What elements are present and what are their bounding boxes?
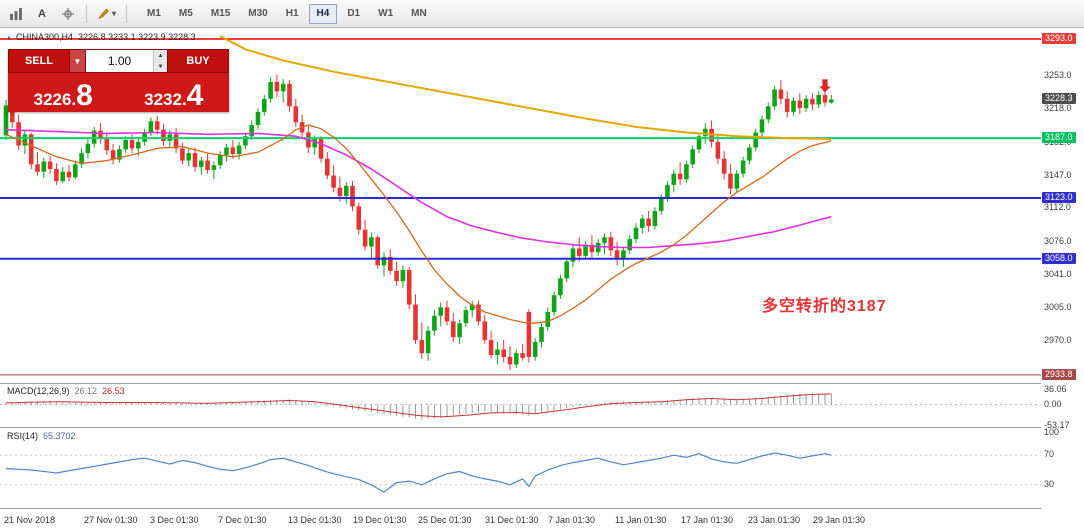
time-tick-7 Jan 01:30: 7 Jan 01:30: [548, 515, 596, 525]
timeframe-D1[interactable]: D1: [339, 4, 368, 24]
timeframe-M30[interactable]: M30: [240, 4, 275, 24]
time-tick-19 Dec 01:30: 19 Dec 01:30: [353, 515, 407, 525]
time-tick-31 Dec 01:30: 31 Dec 01:30: [485, 515, 539, 525]
chart-type-icon[interactable]: [4, 3, 28, 25]
time-axis[interactable]: 21 Nov 2018 27 Nov 01:30 3 Dec 01:30 7 Dec …: [0, 509, 1041, 530]
time-tick-29 Jan 01:30: 29 Jan 01:30: [813, 515, 866, 525]
timeframe-group: M1 M5 M15 M30 H1 H4 D1 W1 MN: [138, 3, 436, 24]
candles: [3, 74, 834, 370]
price-tick-3112.0: 3112.0: [1044, 202, 1071, 213]
rsi-axis-70: 70: [1044, 449, 1055, 460]
volume-decrease-button[interactable]: ▼: [154, 61, 167, 72]
chart-window: ▴ CHINA300,H4 3226.8 3233.1 3223.9 3228.…: [0, 28, 1084, 530]
rsi-name: RSI(14): [7, 431, 39, 441]
toolbar: A ▾ M1 M5 M15 M30 H1 H4 D1 W1 MN: [0, 0, 1084, 28]
trade-controls-row: SELL ▼ 1.00 ▲ ▼ BUY: [8, 49, 229, 73]
chevron-down-icon: ▼: [73, 56, 82, 66]
volume-value: 1.00: [107, 54, 132, 68]
timeframe-M1[interactable]: M1: [139, 4, 169, 24]
price-tick-3187.0: 3187.0: [1042, 132, 1076, 144]
time-tick-17 Jan 01:30: 17 Jan 01:30: [681, 515, 734, 525]
time-tick-7 Dec 01:30: 7 Dec 01:30: [218, 515, 267, 525]
rsi-axis-30: 30: [1044, 478, 1055, 489]
price-tick-2933.8: 2933.8: [1042, 368, 1076, 380]
price-tick-3005.0: 3005.0: [1044, 302, 1072, 313]
volume-field[interactable]: 1.00 ▲ ▼: [86, 49, 167, 73]
price-axis[interactable]: 3293.03253.03228.33218.03187.03182.03147…: [1041, 28, 1084, 530]
macd-pane: [0, 393, 1041, 420]
chevron-down-icon: ▾: [112, 9, 117, 18]
price-tick-3228.3: 3228.3: [1042, 93, 1076, 105]
chart-title: ▴ CHINA300,H4 3226.8 3233.1 3223.9 3228.…: [7, 32, 196, 42]
time-tick-3 Dec 01:30: 3 Dec 01:30: [150, 515, 199, 525]
time-tick-27 Nov 01:30: 27 Nov 01:30: [84, 515, 138, 525]
rsi-label: RSI(14) 65.3702: [7, 431, 76, 441]
horizontal-lines: [0, 38, 1041, 376]
chart-canvas[interactable]: [0, 28, 1084, 530]
draw-tools-icon[interactable]: ▾: [93, 3, 120, 25]
symbol-period-label: CHINA300,H4: [16, 32, 74, 42]
buy-price-button[interactable]: 3232. 4: [119, 73, 230, 112]
rsi-axis-100: 100: [1044, 427, 1060, 437]
macd-main-value: 26.12: [74, 386, 98, 396]
price-tick-3041.0: 3041.0: [1044, 268, 1072, 279]
moving-averages: [5, 35, 832, 324]
sell-price-button[interactable]: 3226. 8: [8, 73, 119, 112]
price-tick-3218.0: 3218.0: [1044, 103, 1072, 114]
timeframe-H1[interactable]: H1: [278, 4, 307, 24]
price-tick-3147.0: 3147.0: [1044, 169, 1072, 180]
price-tick-3293.0: 3293.0: [1042, 33, 1076, 44]
one-click-trading-panel: SELL ▼ 1.00 ▲ ▼ BUY 3226. 8 3232. 4: [8, 49, 229, 112]
timeframe-M5[interactable]: M5: [171, 4, 201, 24]
macd-axis-36.06: 36.06: [1044, 384, 1067, 395]
price-tick-3058.0: 3058.0: [1042, 252, 1076, 264]
macd-label: MACD(12,26,9) 26.12 26.53: [7, 386, 125, 396]
price-tick-3253.0: 3253.0: [1044, 70, 1072, 81]
volume-increase-button[interactable]: ▲: [154, 50, 167, 61]
crosshair-icon[interactable]: [56, 3, 80, 25]
time-tick-13 Dec 01:30: 13 Dec 01:30: [288, 515, 342, 525]
toolbar-separator: [86, 4, 87, 23]
sell-button[interactable]: SELL: [8, 49, 70, 73]
macd-signal-value: 26.53: [102, 386, 125, 396]
macd-name: MACD(12,26,9): [7, 386, 70, 396]
order-type-dropdown[interactable]: ▼: [70, 49, 86, 73]
sell-price-pips: 8: [76, 79, 93, 112]
price-tick-3123.0: 3123.0: [1042, 191, 1076, 203]
sell-price-main: 3226.: [33, 90, 77, 109]
volume-stepper: ▲ ▼: [153, 50, 167, 72]
timeframe-MN[interactable]: MN: [403, 4, 435, 24]
macd-axis-0.00: 0.00: [1044, 398, 1062, 409]
ohlc-values: 3226.8 3233.1 3223.9 3228.3: [78, 32, 196, 42]
rsi-pane: [0, 452, 1041, 493]
time-tick-23 Jan 01:30: 23 Jan 01:30: [748, 515, 801, 525]
price-tick-3076.0: 3076.0: [1044, 235, 1072, 246]
toolbar-separator: [126, 4, 128, 23]
buy-price-pips: 4: [186, 79, 204, 112]
buy-price-main: 3232.: [144, 90, 187, 109]
macd-axis--53.17: -53.17: [1044, 419, 1070, 430]
price-tick-2970.0: 2970.0: [1044, 335, 1072, 345]
bar-chart-icon: [10, 7, 22, 20]
pencil-icon: [98, 8, 109, 20]
buy-button[interactable]: BUY: [167, 49, 229, 73]
time-tick-21 Nov 2018: 21 Nov 2018: [4, 515, 56, 525]
symbol-marker-icon: ▴: [7, 32, 12, 42]
sell-arrow-icon: [819, 79, 831, 93]
timeframe-M15[interactable]: M15: [203, 4, 238, 24]
text-tool-icon[interactable]: A: [30, 3, 54, 25]
crosshair-glyph-icon: [62, 7, 74, 20]
time-tick-25 Dec 01:30: 25 Dec 01:30: [418, 515, 472, 525]
chart-annotation: 多空转折的3187: [762, 298, 887, 315]
timeframe-W1[interactable]: W1: [370, 4, 401, 24]
rsi-value: 65.3702: [43, 431, 76, 441]
time-tick-11 Jan 01:30: 11 Jan 01:30: [615, 515, 667, 525]
timeframe-H4[interactable]: H4: [308, 3, 338, 24]
trade-prices-row: 3226. 8 3232. 4: [8, 73, 229, 112]
